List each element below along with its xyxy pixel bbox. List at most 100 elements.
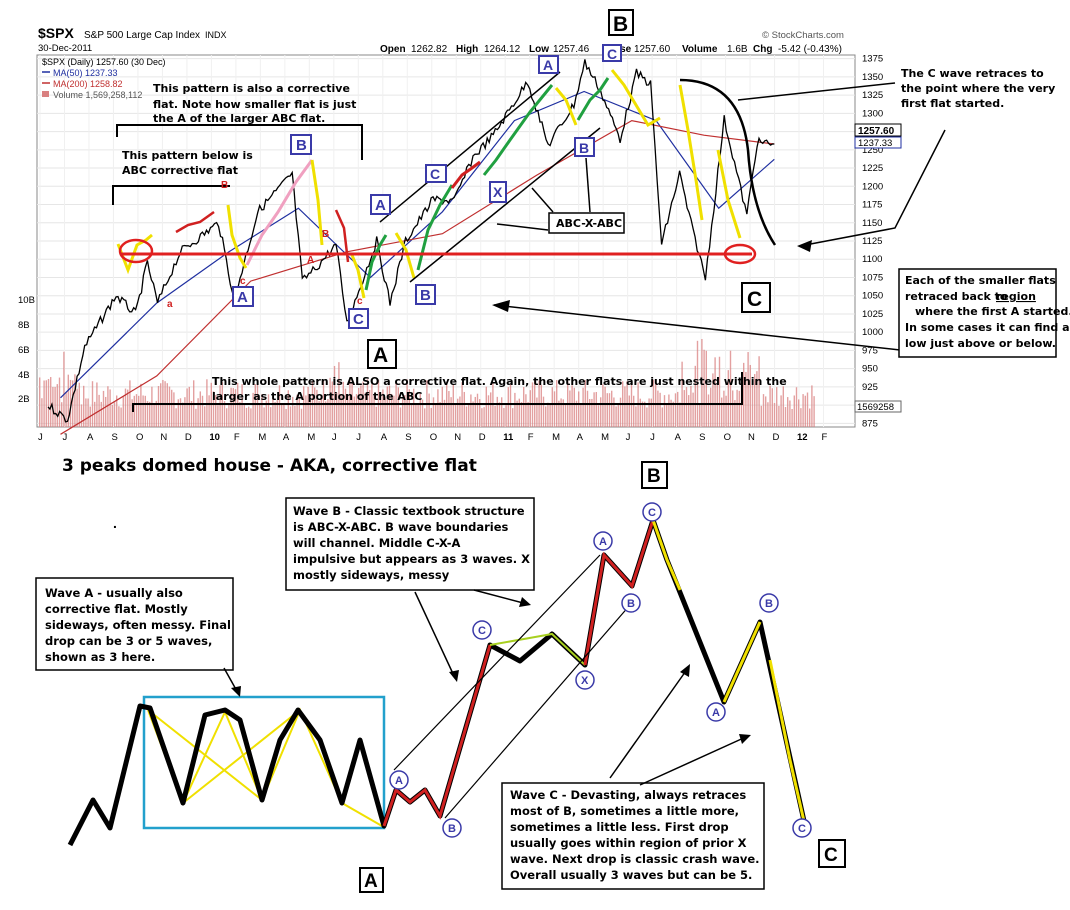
- label-box-c1: [348, 308, 369, 329]
- volume-bars: [39, 338, 815, 427]
- volume-bar: [397, 387, 399, 427]
- arrow-abc-x-2: [531, 187, 554, 213]
- volume-bar: [190, 400, 193, 427]
- big-a-box: [359, 867, 384, 893]
- volume-bar: [135, 394, 138, 427]
- volume-tick-label: 10B: [18, 295, 35, 306]
- x-tick-label: J: [62, 432, 67, 443]
- volume-bar: [285, 408, 287, 427]
- volume-bar: [241, 384, 243, 427]
- volume-bar: [754, 374, 756, 427]
- big-c: C: [824, 845, 838, 866]
- volume-bar: [76, 388, 78, 427]
- volume-bar: [327, 398, 329, 427]
- arrow-abc-x-3: [585, 157, 591, 213]
- c-yellow-1: [651, 519, 682, 591]
- wave-overlays: [112, 69, 946, 412]
- volume-bar: [714, 357, 716, 427]
- volume-bar: [498, 402, 501, 427]
- arrow-wave-c-2-head: [739, 734, 751, 744]
- volume-tag: [854, 400, 902, 413]
- high-value: 1264.12: [484, 44, 521, 55]
- volume-bar: [476, 393, 479, 427]
- volume-bar: [146, 401, 149, 427]
- volume-bar: [536, 397, 538, 427]
- x-tick-label: 12: [797, 432, 808, 443]
- big-a: A: [364, 871, 378, 892]
- volume-bar: [186, 388, 188, 427]
- x-tick-label: A: [577, 432, 584, 443]
- label-box-big-b: [608, 9, 634, 36]
- volume-bar: [94, 401, 96, 427]
- arrow-wave-b-2: [473, 589, 528, 605]
- volume-bar: [393, 395, 395, 427]
- volume-bar: [100, 401, 102, 427]
- volume-bar: [573, 387, 575, 427]
- volume-bar: [597, 405, 600, 427]
- volume-bar: [688, 395, 690, 427]
- y-tick-label: 1125: [862, 236, 882, 247]
- close-value: 1257.60: [634, 44, 671, 55]
- volume-bar: [705, 350, 707, 427]
- volume-bar: [430, 407, 432, 427]
- volume-bar: [195, 408, 197, 427]
- volume-axis: 2B 4B 6B 8B 10B: [18, 295, 35, 405]
- wave-a-box: [35, 577, 234, 671]
- arrow-region-head: [492, 300, 510, 312]
- volume-bar: [703, 349, 705, 427]
- open-value: 1262.82: [411, 44, 448, 55]
- y-tick-label: 1200: [862, 181, 883, 192]
- volume-bar: [745, 371, 747, 427]
- volume-bar: [646, 407, 648, 427]
- volume-bar: [760, 405, 762, 427]
- volume-bar: [373, 395, 375, 427]
- volume-bar: [505, 405, 507, 427]
- volume-bar: [226, 408, 228, 427]
- label-c1: C: [353, 311, 364, 328]
- index-name: S&P 500 Large Cap Index: [84, 30, 200, 41]
- abc-x-abc-label: ABC-X-ABC: [556, 217, 622, 230]
- volume-bar: [507, 387, 509, 427]
- x-tick-label: N: [748, 432, 755, 443]
- volume-bar: [188, 386, 190, 427]
- wave-a-note-3: sideways, often messy. Final: [45, 618, 231, 632]
- volume-bar: [692, 392, 694, 427]
- volume-bar: [736, 389, 738, 427]
- circle-a1: [389, 770, 409, 790]
- circle-b1: [442, 818, 462, 838]
- volume-bar: [613, 397, 615, 427]
- volume-bar: [503, 408, 505, 427]
- grid: [37, 55, 855, 427]
- volume-bar: [639, 398, 641, 427]
- volume-bar: [129, 380, 131, 427]
- volume-bar: [527, 402, 529, 427]
- volume-bar: [809, 408, 811, 427]
- volume-bar: [756, 371, 758, 427]
- volume-bar: [707, 394, 710, 427]
- label-box-b3: [574, 137, 595, 157]
- volume-bar: [501, 397, 503, 427]
- y-tick-label: 1350: [862, 72, 883, 83]
- volume-bar: [758, 356, 760, 427]
- a-flat-yellow-3: [182, 709, 301, 804]
- label-small-c2: c: [357, 296, 363, 307]
- volume-bar: [806, 392, 809, 427]
- chart-date: 30-Dec-2011: [38, 43, 92, 54]
- volume-bar: [318, 400, 320, 427]
- volume-bar: [39, 377, 41, 427]
- x-tick-label: A: [283, 432, 290, 443]
- volume-bar: [336, 392, 338, 427]
- label-box-big-c: [741, 282, 771, 313]
- volume-bar: [600, 397, 602, 427]
- volume-bar: [701, 338, 703, 427]
- volume-bar: [558, 400, 560, 427]
- volume-bar: [437, 389, 439, 427]
- volume-bar: [344, 388, 347, 427]
- x-tick-label: N: [454, 432, 461, 443]
- volume-bar: [617, 404, 619, 427]
- volume-bar: [659, 392, 661, 427]
- volume-bar: [120, 407, 122, 427]
- volume-bar: [283, 404, 285, 427]
- circle-a1-text: A: [395, 775, 403, 787]
- volume-bar: [230, 387, 232, 427]
